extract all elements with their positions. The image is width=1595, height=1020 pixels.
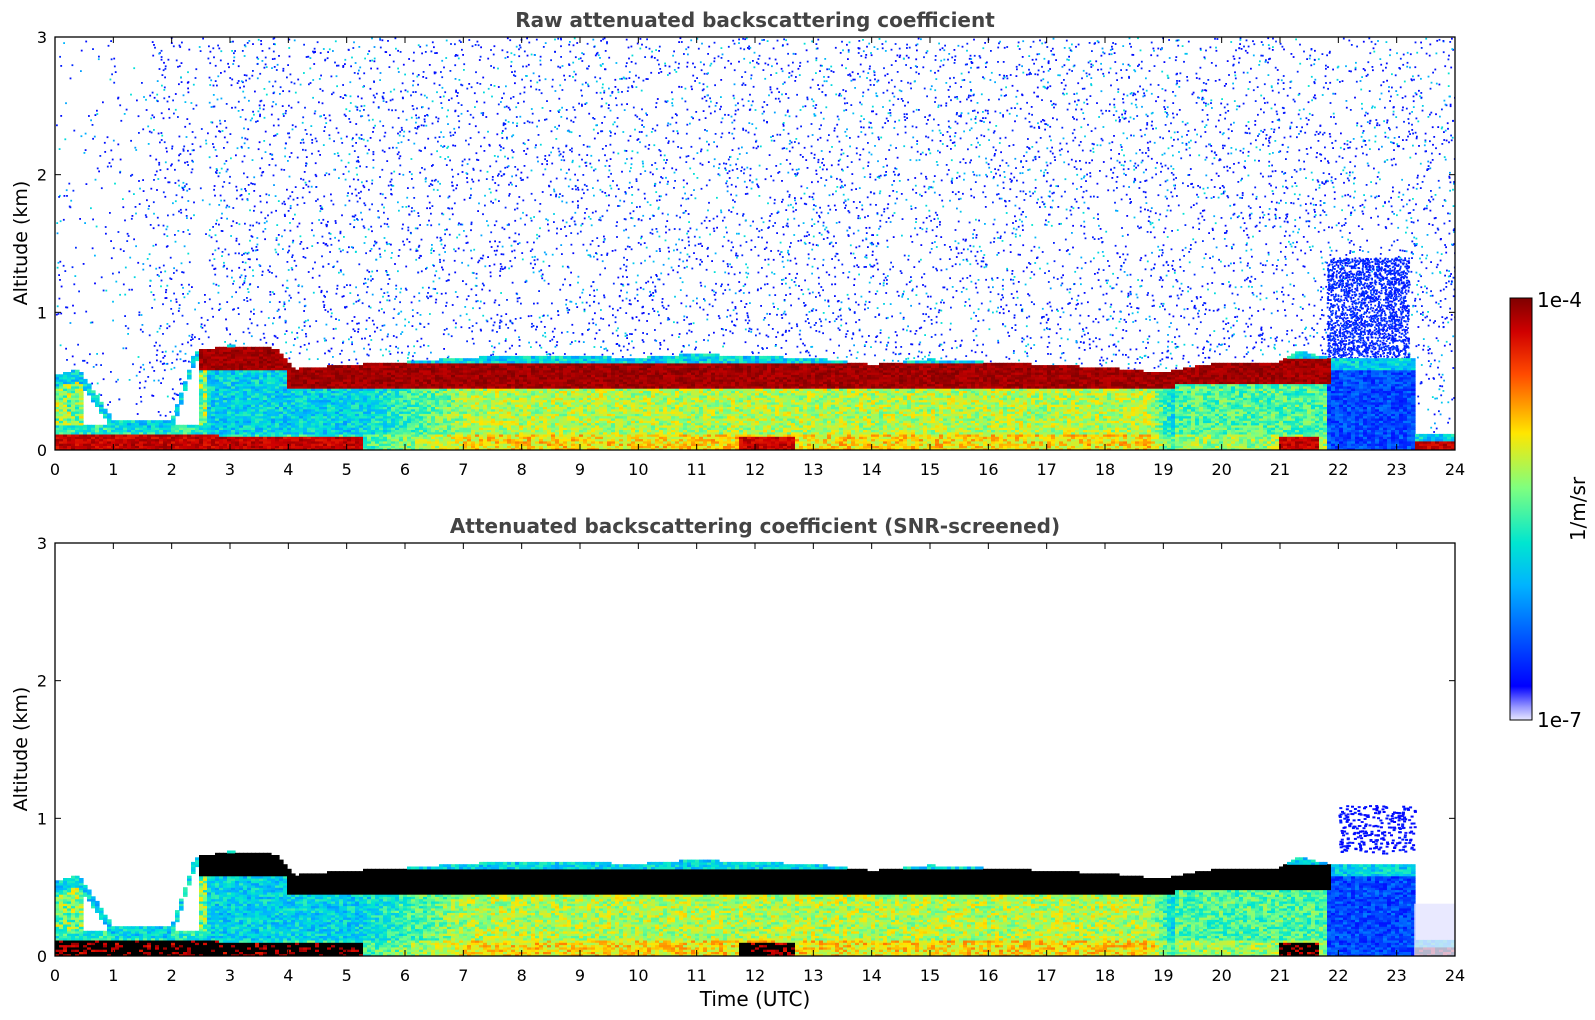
x-tick-label: 5 <box>342 460 352 479</box>
y-tick-label: 2 <box>37 672 47 691</box>
x-tick-label: 14 <box>861 460 881 479</box>
x-tick-label: 7 <box>458 460 468 479</box>
x-tick-label: 8 <box>517 966 527 985</box>
x-tick-label: 19 <box>1153 966 1173 985</box>
x-tick-label: 19 <box>1153 460 1173 479</box>
x-tick-label: 2 <box>167 460 177 479</box>
x-tick-label: 1 <box>108 460 118 479</box>
colorbar: 1e-4 1e-7 1/m/sr <box>1510 288 1590 732</box>
x-tick-label: 17 <box>1036 460 1056 479</box>
chart-title: Raw attenuated backscattering coefficien… <box>515 8 995 32</box>
y-axis-label: Altitude (km) <box>10 181 32 306</box>
x-tick-label: 14 <box>861 966 881 985</box>
x-tick-label: 21 <box>1270 460 1290 479</box>
y-tick-label: 0 <box>37 441 47 460</box>
figure: Raw attenuated backscattering coefficien… <box>0 0 1595 1020</box>
colorbar-min-label: 1e-7 <box>1537 708 1582 732</box>
x-tick-label: 24 <box>1445 966 1465 985</box>
x-tick-label: 5 <box>342 966 352 985</box>
x-tick-label: 15 <box>920 460 940 479</box>
y-tick-label: 3 <box>37 28 47 47</box>
x-tick-label: 9 <box>575 460 585 479</box>
x-tick-label: 10 <box>628 966 648 985</box>
x-tick-label: 7 <box>458 966 468 985</box>
x-tick-label: 20 <box>1211 460 1231 479</box>
y-tick-label: 1 <box>37 809 47 828</box>
x-tick-label: 0 <box>50 966 60 985</box>
x-tick-label: 0 <box>50 460 60 479</box>
colorbar-max-label: 1e-4 <box>1537 288 1582 312</box>
x-tick-label: 3 <box>225 966 235 985</box>
x-axis-label: Time (UTC) <box>699 987 811 1011</box>
x-tick-label: 11 <box>686 966 706 985</box>
panel-raw: Raw attenuated backscattering coefficien… <box>10 8 1465 479</box>
colorbar-gradient <box>1510 298 1532 720</box>
y-tick-label: 0 <box>37 947 47 966</box>
x-tick-label: 23 <box>1386 460 1406 479</box>
x-tick-label: 12 <box>745 460 765 479</box>
x-tick-label: 20 <box>1211 966 1231 985</box>
heatmap-screened <box>55 543 1456 957</box>
x-tick-label: 11 <box>686 460 706 479</box>
x-tick-label: 22 <box>1328 460 1348 479</box>
x-tick-label: 22 <box>1328 966 1348 985</box>
x-tick-label: 4 <box>283 460 293 479</box>
heatmap-raw <box>55 37 1457 451</box>
panel-screened: Attenuated backscattering coefficient (S… <box>10 514 1465 1011</box>
x-tick-label: 23 <box>1386 966 1406 985</box>
x-tick-label: 13 <box>803 460 823 479</box>
x-tick-label: 6 <box>400 460 410 479</box>
x-tick-label: 17 <box>1036 966 1056 985</box>
x-tick-label: 21 <box>1270 966 1290 985</box>
x-tick-label: 13 <box>803 966 823 985</box>
chart-title: Attenuated backscattering coefficient (S… <box>450 514 1060 538</box>
y-tick-label: 2 <box>37 166 47 185</box>
x-tick-label: 1 <box>108 966 118 985</box>
x-tick-label: 10 <box>628 460 648 479</box>
x-tick-label: 15 <box>920 966 940 985</box>
y-tick-label: 3 <box>37 534 47 553</box>
x-tick-label: 2 <box>167 966 177 985</box>
x-tick-label: 4 <box>283 966 293 985</box>
x-tick-label: 6 <box>400 966 410 985</box>
y-axis-label: Altitude (km) <box>10 687 32 812</box>
x-tick-label: 3 <box>225 460 235 479</box>
colorbar-units-label: 1/m/sr <box>1566 476 1590 541</box>
x-tick-label: 8 <box>517 460 527 479</box>
y-tick-label: 1 <box>37 303 47 322</box>
x-tick-label: 18 <box>1095 460 1115 479</box>
x-tick-label: 24 <box>1445 460 1465 479</box>
x-tick-label: 12 <box>745 966 765 985</box>
x-tick-label: 18 <box>1095 966 1115 985</box>
x-tick-label: 16 <box>978 966 998 985</box>
x-tick-label: 9 <box>575 966 585 985</box>
x-tick-label: 16 <box>978 460 998 479</box>
